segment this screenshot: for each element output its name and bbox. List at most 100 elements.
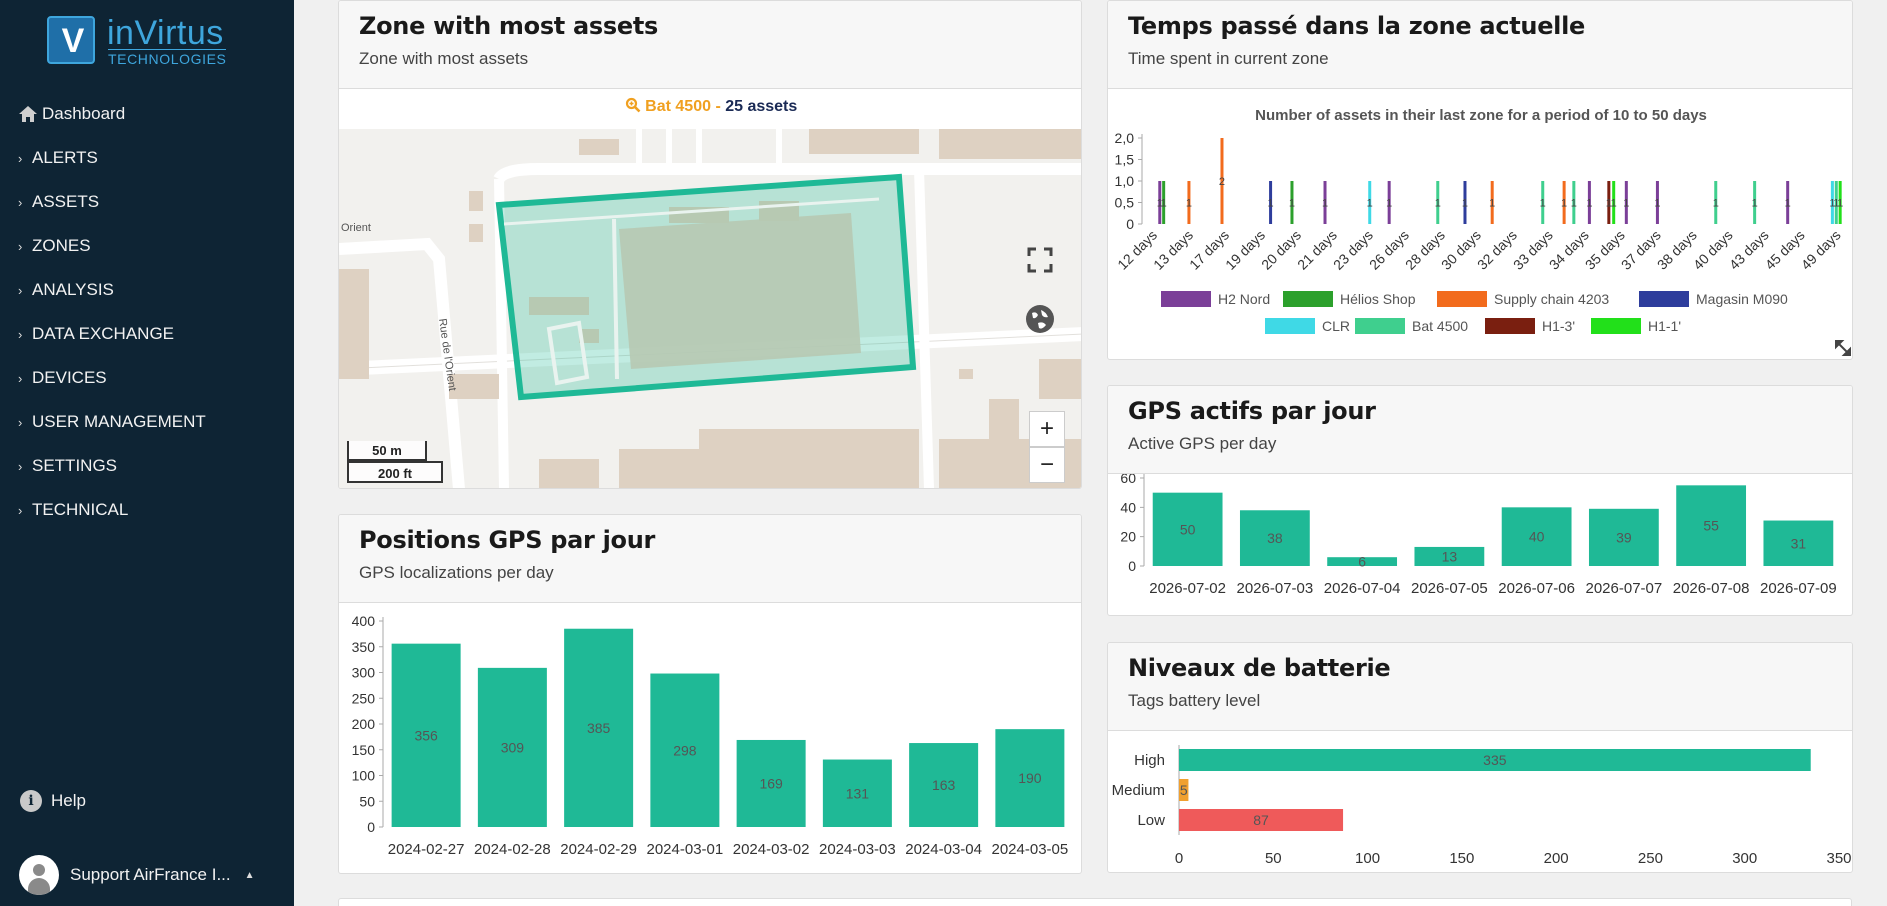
zone-assets-count: 25 assets (725, 98, 798, 115)
bar (1179, 779, 1189, 801)
legend-label: Magasin M090 (1696, 291, 1788, 307)
user-menu[interactable]: Support AirFrance I... ▲ (19, 855, 255, 895)
bar (1158, 181, 1162, 224)
brand-logo[interactable]: V inVirtus TECHNOLOGIES (47, 14, 247, 68)
help-link[interactable]: i Help (20, 790, 86, 812)
bar (650, 673, 720, 827)
bar (909, 743, 979, 827)
x-tick-label: 2026-07-07 (1586, 580, 1663, 597)
bar (1714, 181, 1718, 224)
nav-label: DEVICES (32, 368, 107, 387)
x-tick-label: 2026-07-04 (1324, 580, 1401, 597)
bar-value-label: 1 (1713, 198, 1719, 210)
bar (736, 739, 806, 827)
card-title: Zone with most assets (359, 12, 659, 40)
resize-icon[interactable] (1834, 339, 1852, 357)
zoom-in-button[interactable]: + (1029, 411, 1065, 447)
bar-value-label: 1 (1561, 198, 1567, 210)
bar-value-label: 309 (501, 739, 525, 755)
brand-name: inVirtus (107, 14, 224, 52)
bar-value-label: 50 (1180, 521, 1196, 537)
layers-button[interactable] (1023, 303, 1057, 337)
nav-item-zones[interactable]: › ZONES (0, 224, 294, 268)
nav-item-assets[interactable]: › ASSETS (0, 180, 294, 224)
chevron-right-icon: › (18, 458, 23, 474)
bar (1834, 181, 1838, 224)
nav-item-analysis[interactable]: › ANALYSIS (0, 268, 294, 312)
nav-item-devices[interactable]: › DEVICES (0, 356, 294, 400)
legend-label: Bat 4500 (1412, 318, 1468, 334)
zone-name[interactable]: Bat 4500 (645, 98, 711, 115)
y-tick-label: High (1134, 752, 1165, 769)
y-tick-label: 50 (359, 793, 375, 809)
bar (1490, 181, 1494, 224)
bar (1588, 508, 1659, 566)
bar-value-label: 1 (1586, 198, 1592, 210)
bar (1162, 181, 1166, 224)
y-tick-label: 1,0 (1115, 173, 1135, 189)
bar-value-label: 163 (932, 777, 956, 793)
y-tick-label: 0,5 (1115, 195, 1135, 211)
bar-value-label: 1 (1186, 198, 1192, 210)
y-tick-label: 0 (1128, 558, 1136, 574)
y-tick-label: 400 (352, 613, 376, 629)
bar (1436, 181, 1440, 224)
sidebar: V inVirtus TECHNOLOGIES Dashboard › ALERT… (0, 0, 294, 906)
bar-value-label: 87 (1253, 812, 1269, 828)
bar (1239, 510, 1310, 566)
y-tick-label: 200 (352, 716, 376, 732)
zoom-out-button[interactable]: − (1029, 447, 1065, 483)
fullscreen-button[interactable] (1023, 245, 1057, 279)
bar-value-label: 190 (1018, 770, 1042, 786)
nav-item-alerts[interactable]: › ALERTS (0, 136, 294, 180)
x-tick-label: 300 (1732, 850, 1757, 867)
legend-swatch (1355, 318, 1405, 334)
bar-value-label: 31 (1791, 535, 1807, 551)
bar-value-label: 356 (414, 727, 438, 743)
legend-label: H1-1' (1648, 318, 1681, 334)
bar (1290, 181, 1294, 224)
y-tick-label: 2,0 (1115, 130, 1135, 146)
legend-swatch (1283, 291, 1333, 307)
nav-item-user-management[interactable]: › USER MANAGEMENT (0, 400, 294, 444)
x-tick-label: 49 days (1798, 227, 1844, 273)
y-tick-label: 300 (352, 665, 376, 681)
card-subtitle: Active GPS per day (1128, 434, 1277, 453)
zone-map[interactable]: Orient Rue de l'Orient + − 50 m 200 ft (339, 129, 1081, 488)
legend-label: H2 Nord (1218, 291, 1270, 307)
x-tick-label: 0 (1175, 850, 1183, 867)
bar (1541, 181, 1545, 224)
y-tick-label: 100 (352, 768, 376, 784)
bar (1624, 181, 1628, 224)
y-tick-label: 60 (1120, 474, 1136, 486)
nav-item-data-exchange[interactable]: › DATA EXCHANGE (0, 312, 294, 356)
nav-item-settings[interactable]: › SETTINGS (0, 444, 294, 488)
chevron-right-icon: › (18, 414, 23, 430)
card-subtitle: Zone with most assets (359, 49, 529, 68)
nav-label: DATA EXCHANGE (32, 324, 175, 343)
fullscreen-icon (1027, 247, 1053, 273)
bar (995, 729, 1065, 827)
caption-separator: - (711, 98, 726, 115)
bar (1179, 809, 1344, 831)
bar-value-label: 1 (1540, 198, 1546, 210)
main-nav: Dashboard › ALERTS › ASSETS › ZONES › ANALYS… (0, 92, 294, 532)
x-tick-label: 2026-07-03 (1237, 580, 1314, 597)
x-tick-label: 100 (1355, 850, 1380, 867)
card-subtitle: Time spent in current zone (1128, 49, 1329, 68)
bar-value-label: 1 (1462, 198, 1468, 210)
bar-value-label: 1 (1289, 198, 1295, 210)
legend-label: H1-3' (1542, 318, 1575, 334)
nav-item-dashboard[interactable]: Dashboard (0, 92, 294, 136)
map-tiles: Orient Rue de l'Orient (339, 129, 1081, 488)
y-tick-label: 0 (1126, 216, 1134, 232)
x-tick-label: 2024-03-03 (819, 841, 896, 858)
user-name: Support AirFrance I... (70, 865, 231, 884)
x-tick-label: 250 (1638, 850, 1663, 867)
bar-value-label: 131 (846, 785, 870, 801)
x-tick-label: 2024-02-29 (560, 841, 637, 858)
x-tick-label: 2024-02-28 (474, 841, 551, 858)
nav-item-technical[interactable]: › TECHNICAL (0, 488, 294, 532)
card-title: Niveaux de batterie (1128, 654, 1391, 682)
bar-value-label: 1 (1386, 198, 1392, 210)
